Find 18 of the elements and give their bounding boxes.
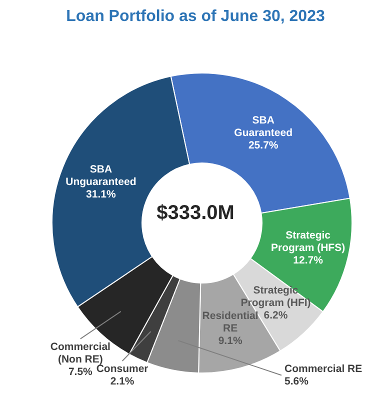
text: $333.0M (156, 202, 234, 224)
data-label: 12.7% (293, 254, 324, 267)
slice-label: Strategic Program (HFS) (270, 230, 346, 254)
slice-label: Commercial (Non RE) (50, 340, 111, 366)
data-label: 31.1% (86, 188, 116, 201)
data-label: 2.1% (110, 376, 135, 388)
slice-label: Consumer (96, 363, 148, 375)
slice-label: Residential RE (202, 310, 258, 334)
chart-title: Loan Portfolio as of June 30, 2023 (65, 8, 326, 27)
data-label: 25.7% (248, 139, 279, 152)
slice-label: Strategic Program (HFI) (240, 284, 311, 310)
data-label: 6.2% (264, 310, 288, 322)
data-label: 5.6% (284, 376, 310, 388)
slice-label: SBA Unguaranteed (66, 164, 136, 188)
data-label: 9.1% (218, 334, 243, 347)
data-label: 7.5% (68, 366, 94, 378)
slice-label: SBA Guaranteed (234, 114, 293, 139)
slice-label: Commercial RE (284, 363, 362, 375)
